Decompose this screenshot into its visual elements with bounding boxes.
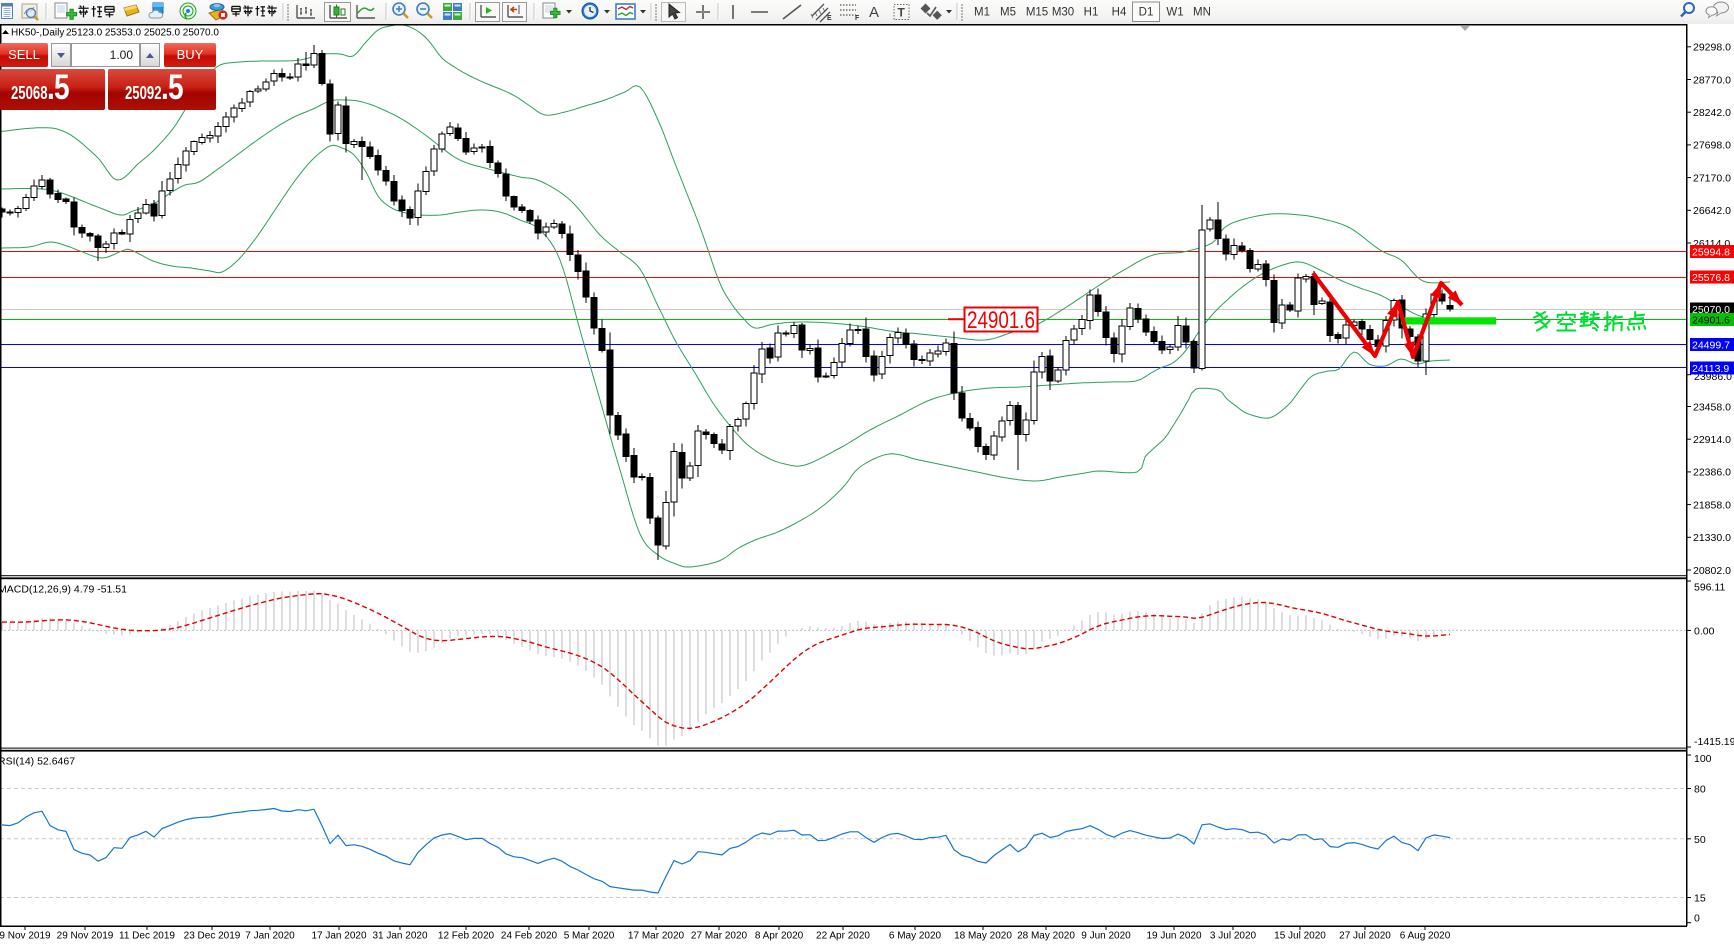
svg-text:F: F [855,15,860,22]
svg-text:24901.6: 24901.6 [1692,315,1730,327]
svg-text:M1: M1 [974,7,990,19]
svg-text:M5: M5 [1000,7,1016,19]
svg-text:0: 0 [1694,913,1700,925]
svg-text:24 Feb 2020: 24 Feb 2020 [501,931,558,942]
svg-text:29298.0: 29298.0 [1693,42,1731,54]
svg-text:19 Jun 2020: 19 Jun 2020 [1146,931,1201,942]
svg-text:28242.0: 28242.0 [1693,107,1731,119]
svg-text:MN: MN [1193,7,1211,19]
svg-text:21858.0: 21858.0 [1693,499,1731,511]
svg-text:100: 100 [1694,753,1712,765]
svg-text:D1: D1 [1139,7,1154,19]
svg-text:RSI(14) 52.6467: RSI(14) 52.6467 [0,756,75,768]
svg-text:22386.0: 22386.0 [1693,467,1731,479]
svg-text:22 Apr 2020: 22 Apr 2020 [816,931,870,942]
svg-text:T: T [898,6,906,20]
svg-text:80: 80 [1694,784,1706,796]
svg-text:M30: M30 [1052,7,1074,19]
svg-text:23 Dec 2019: 23 Dec 2019 [184,931,241,942]
svg-text:23458.0: 23458.0 [1693,401,1731,413]
svg-text:24113.9: 24113.9 [1692,363,1729,375]
svg-text:15: 15 [1694,893,1706,905]
svg-text:27 Mar 2020: 27 Mar 2020 [691,931,748,942]
svg-text:31 Jan 2020: 31 Jan 2020 [372,931,427,942]
svg-text:12 Feb 2020: 12 Feb 2020 [438,931,495,942]
svg-text:20802.0: 20802.0 [1693,565,1731,577]
svg-text:8 Apr 2020: 8 Apr 2020 [755,931,804,942]
svg-text:17 Jan 2020: 17 Jan 2020 [311,931,366,942]
svg-text:25123.0 25353.0 25025.0 25070.: 25123.0 25353.0 25025.0 25070.0 [66,28,219,39]
svg-text:21330.0: 21330.0 [1693,532,1731,544]
svg-text:25576.8: 25576.8 [1692,272,1730,284]
svg-text:W1: W1 [1166,7,1183,19]
svg-text:E: E [827,15,832,22]
svg-text:6 May 2020: 6 May 2020 [889,931,942,942]
svg-text:27170.0: 27170.0 [1693,172,1731,184]
svg-text:3 Jul 2020: 3 Jul 2020 [1210,931,1257,942]
svg-text:H4: H4 [1112,7,1127,19]
svg-text:15 Jul 2020: 15 Jul 2020 [1274,931,1326,942]
svg-text:6 Aug 2020: 6 Aug 2020 [1400,931,1451,942]
svg-text:7 Jan 2020: 7 Jan 2020 [245,931,295,942]
svg-text:A: A [869,4,879,21]
svg-text:24901.6: 24901.6 [967,307,1035,334]
svg-text:18 May 2020: 18 May 2020 [954,931,1012,942]
svg-text:9 Jun 2020: 9 Jun 2020 [1081,931,1131,942]
svg-text:-1415.19: -1415.19 [1694,736,1734,748]
svg-text:0.00: 0.00 [1694,625,1715,637]
svg-text:9 Nov 2019: 9 Nov 2019 [0,931,51,942]
svg-text:26642.0: 26642.0 [1693,205,1731,217]
svg-text:27 Jul 2020: 27 Jul 2020 [1339,931,1391,942]
svg-text:596.11: 596.11 [1694,582,1725,594]
svg-text:29 Nov 2019: 29 Nov 2019 [57,931,114,942]
svg-text:17 Mar 2020: 17 Mar 2020 [628,931,685,942]
svg-text:H1: H1 [1084,7,1099,19]
svg-text:28 May 2020: 28 May 2020 [1017,931,1075,942]
svg-text:11 Dec 2019: 11 Dec 2019 [119,931,175,942]
svg-text:HK50-,Daily: HK50-,Daily [11,28,64,39]
svg-text:24499.7: 24499.7 [1692,340,1730,352]
svg-text:28770.0: 28770.0 [1693,74,1731,86]
svg-text:22914.0: 22914.0 [1693,434,1731,446]
svg-text:50: 50 [1694,834,1706,846]
svg-text:MACD(12,26,9) 4.79 -51.51: MACD(12,26,9) 4.79 -51.51 [0,584,127,596]
svg-text:27698.0: 27698.0 [1693,140,1731,152]
svg-text:5 Mar 2020: 5 Mar 2020 [564,931,615,942]
svg-text:25994.8: 25994.8 [1692,247,1730,259]
svg-text:M15: M15 [1026,7,1048,19]
